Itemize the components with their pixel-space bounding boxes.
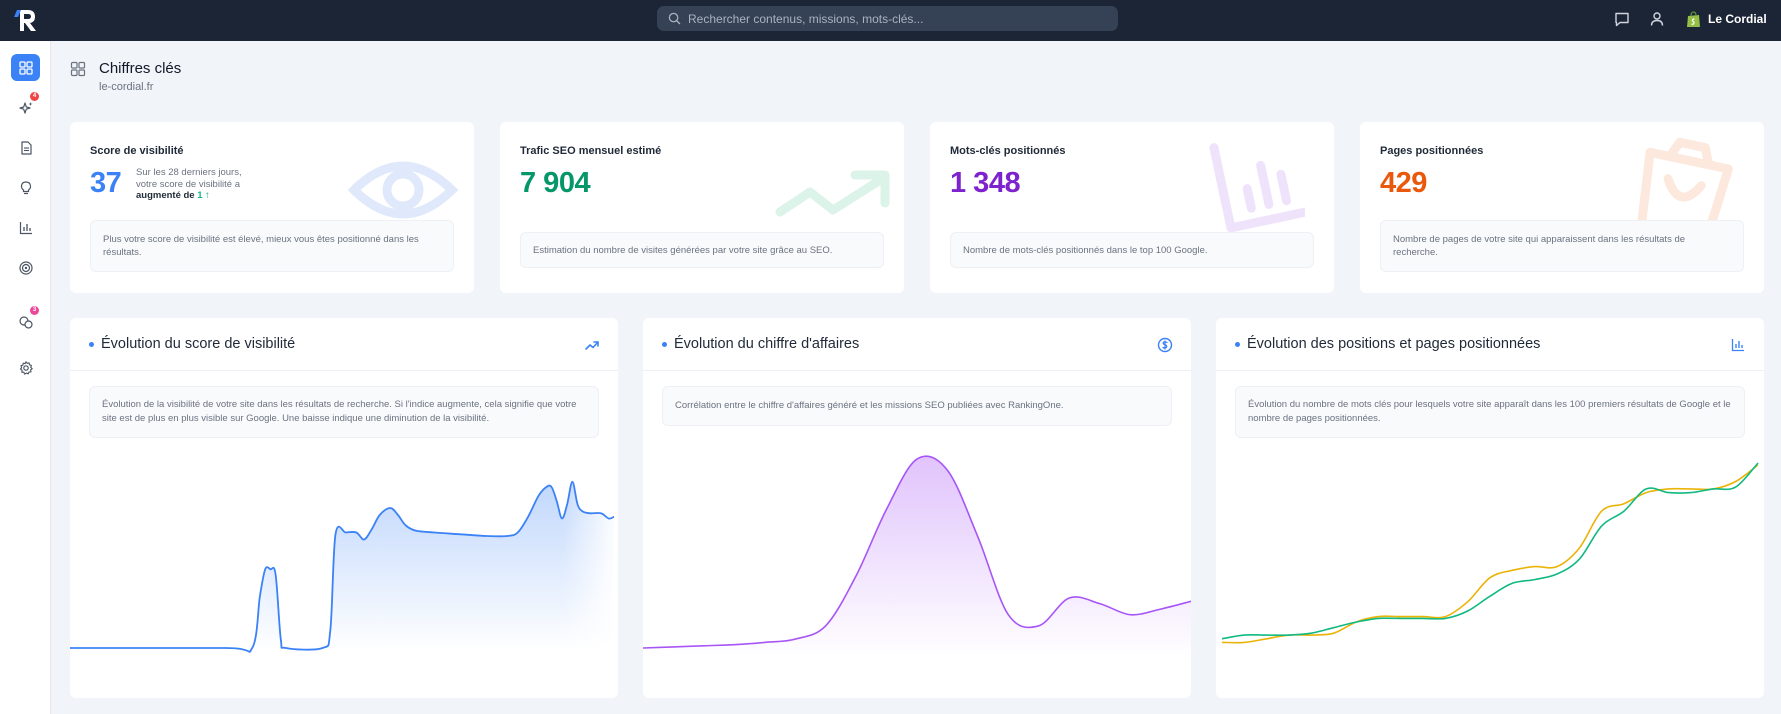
revenue-area-chart[interactable]: [643, 438, 1191, 698]
chart-title: Évolution des positions et pages positio…: [1247, 336, 1541, 352]
kpi-value: 7 904: [520, 167, 591, 199]
sidebar-item-analytics[interactable]: [11, 214, 40, 241]
dollar-circle-icon[interactable]: [1157, 337, 1173, 353]
search-icon: [668, 12, 681, 25]
search-input[interactable]: [688, 6, 1108, 31]
sidebar: 4 3: [0, 41, 51, 714]
trend-up-icon: [775, 170, 890, 217]
eye-icon: [348, 161, 458, 219]
chart-card-revenue: Évolution du chiffre d'affaires Corrélat…: [643, 318, 1191, 698]
sidebar-item-contents[interactable]: [11, 134, 40, 161]
sidebar-item-missions[interactable]: 4: [11, 92, 40, 121]
sidebar-item-credits[interactable]: 3: [11, 306, 40, 335]
shopify-bag-icon: [1687, 10, 1700, 27]
kpi-card-traffic: Trafic SEO mensuel estimé 7 904 Estimati…: [500, 122, 904, 293]
kpi-note: Sur les 28 derniers jours, votre score d…: [136, 167, 266, 202]
chart-card-visibility: Évolution du score de visibilité Évoluti…: [70, 318, 618, 698]
kpi-description: Estimation du nombre de visites générées…: [520, 232, 884, 268]
chart-header: Évolution du score de visibilité: [70, 318, 618, 371]
kpi-note-bold: augmenté de: [136, 190, 195, 201]
kpi-label: Trafic SEO mensuel estimé: [520, 145, 662, 157]
account-name: Le Cordial: [1708, 12, 1767, 26]
chart-description: Évolution de la visibilité de votre site…: [89, 386, 599, 438]
chart-header: Évolution du chiffre d'affaires: [643, 318, 1191, 371]
chart-description: Évolution du nombre de mots clés pour le…: [1235, 386, 1745, 438]
chat-icon[interactable]: [1613, 10, 1631, 28]
bar-chart-icon: [1209, 143, 1305, 233]
chart-title: Évolution du score de visibilité: [101, 336, 296, 352]
series-line: [643, 455, 1191, 649]
kpi-card-pages: Pages positionnées 429 Nombre de pages d…: [1360, 122, 1764, 293]
kpi-description: Plus votre score de visibilité est élevé…: [90, 220, 454, 272]
kpi-label: Pages positionnées: [1380, 145, 1484, 157]
kpi-note-line: votre score de visibilité a: [136, 178, 241, 190]
dashboard-icon: [18, 60, 33, 75]
top-bar: Le Cordial: [0, 0, 1781, 41]
kpi-label: Score de visibilité: [90, 145, 184, 157]
kpi-card-keywords: Mots-clés positionnés 1 348 Nombre de mo…: [930, 122, 1334, 293]
kpi-description: Nombre de pages de votre site qui appara…: [1380, 220, 1744, 272]
lightbulb-icon: [20, 180, 31, 194]
chart-card-positions: Évolution des positions et pages positio…: [1216, 318, 1764, 698]
title-dot: [1235, 342, 1240, 347]
page-subtitle: le-cordial.fr: [99, 81, 154, 93]
bar-chart-icon: [19, 221, 32, 234]
trend-up-icon[interactable]: [584, 337, 600, 353]
coins-icon: [18, 315, 33, 329]
notification-badge: 3: [30, 306, 39, 315]
kpi-value: 429: [1380, 167, 1427, 199]
sidebar-item-settings[interactable]: [11, 354, 40, 381]
dashboard-icon: [70, 61, 86, 77]
title-dot: [662, 342, 667, 347]
sidebar-item-targets[interactable]: [11, 254, 40, 281]
gear-icon: [19, 360, 33, 375]
kpi-note-delta: 1 ↑: [197, 190, 210, 201]
kpi-label: Mots-clés positionnés: [950, 145, 1066, 157]
user-icon[interactable]: [1648, 10, 1666, 28]
series-line-1: [1221, 464, 1759, 644]
page-title: Chiffres clés: [99, 60, 182, 77]
visibility-area-chart[interactable]: [70, 438, 618, 698]
area-fill: [643, 456, 1191, 658]
series-line: [70, 480, 615, 653]
kpi-description: Nombre de mots-clés positionnés dans le …: [950, 232, 1314, 268]
document-icon: [20, 140, 32, 155]
chart-header: Évolution des positions et pages positio…: [1216, 318, 1764, 371]
search-bar[interactable]: [657, 6, 1118, 31]
sidebar-item-ideas[interactable]: [11, 174, 40, 201]
series-line-2: [1221, 462, 1759, 640]
kpi-note-line: Sur les 28 derniers jours,: [136, 167, 242, 178]
logo-icon[interactable]: [14, 7, 38, 33]
sparkle-icon: [18, 101, 32, 114]
title-dot: [89, 342, 94, 347]
bar-chart-icon[interactable]: [1730, 337, 1746, 353]
kpi-value: 37: [90, 167, 122, 199]
fade-mask: [70, 438, 618, 698]
kpi-card-visibility: Score de visibilité 37 Sur les 28 dernie…: [70, 122, 474, 293]
positions-line-chart[interactable]: [1216, 438, 1764, 698]
sidebar-item-dashboard[interactable]: [11, 54, 40, 81]
chart-description: Corrélation entre le chiffre d'affaires …: [662, 386, 1172, 426]
kpi-value: 1 348: [950, 167, 1021, 199]
notification-badge: 4: [30, 92, 39, 101]
account-switcher[interactable]: Le Cordial: [1686, 9, 1767, 29]
target-icon: [18, 260, 33, 275]
chart-title: Évolution du chiffre d'affaires: [674, 336, 860, 352]
